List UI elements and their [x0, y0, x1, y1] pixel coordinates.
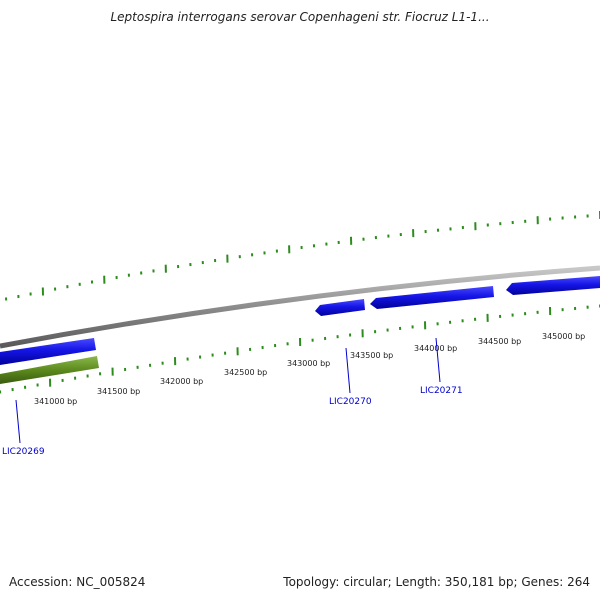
gene-labels: LIC20269 LIC20270 LIC20271	[2, 386, 463, 457]
gene-label-lic20269[interactable]: LIC20269	[2, 447, 45, 457]
outer-tick-track	[5, 211, 600, 301]
gene-features	[0, 276, 600, 384]
gene-lic20271-bar[interactable]	[370, 286, 494, 309]
accession-text: Accession: NC_005824	[9, 575, 146, 589]
tick-label: 341500 bp	[97, 387, 140, 396]
gene-next-bar[interactable]	[506, 276, 600, 295]
tick-label: 344000 bp	[414, 344, 457, 353]
genome-title: Leptospira interrogans serovar Copenhage…	[110, 10, 490, 24]
leader-lic20269	[15, 399, 21, 444]
tick-label: 342000 bp	[160, 377, 203, 386]
tick-label: 342500 bp	[224, 368, 267, 377]
leader-lic20271	[435, 337, 441, 383]
leader-lic20270	[345, 347, 351, 394]
genome-backbone	[0, 265, 600, 349]
tick-label: 343000 bp	[287, 359, 330, 368]
inner-tick-track	[0, 304, 600, 394]
genome-summary-text: Topology: circular; Length: 350,181 bp; …	[283, 575, 590, 589]
gene-lic20270-bar[interactable]	[315, 299, 365, 316]
gene-leaders	[15, 337, 441, 444]
tick-labels: 341000 bp 341500 bp 342000 bp 342500 bp …	[34, 332, 585, 406]
gene-label-lic20270[interactable]: LIC20270	[329, 397, 372, 407]
tick-label: 341000 bp	[34, 397, 77, 406]
tick-label: 345000 bp	[542, 332, 585, 341]
tick-label: 343500 bp	[350, 351, 393, 360]
gene-lic20269-bar[interactable]	[0, 338, 96, 365]
gene-label-lic20271[interactable]: LIC20271	[420, 386, 463, 396]
tick-label: 344500 bp	[478, 337, 521, 346]
gc-track-bar	[0, 356, 99, 384]
